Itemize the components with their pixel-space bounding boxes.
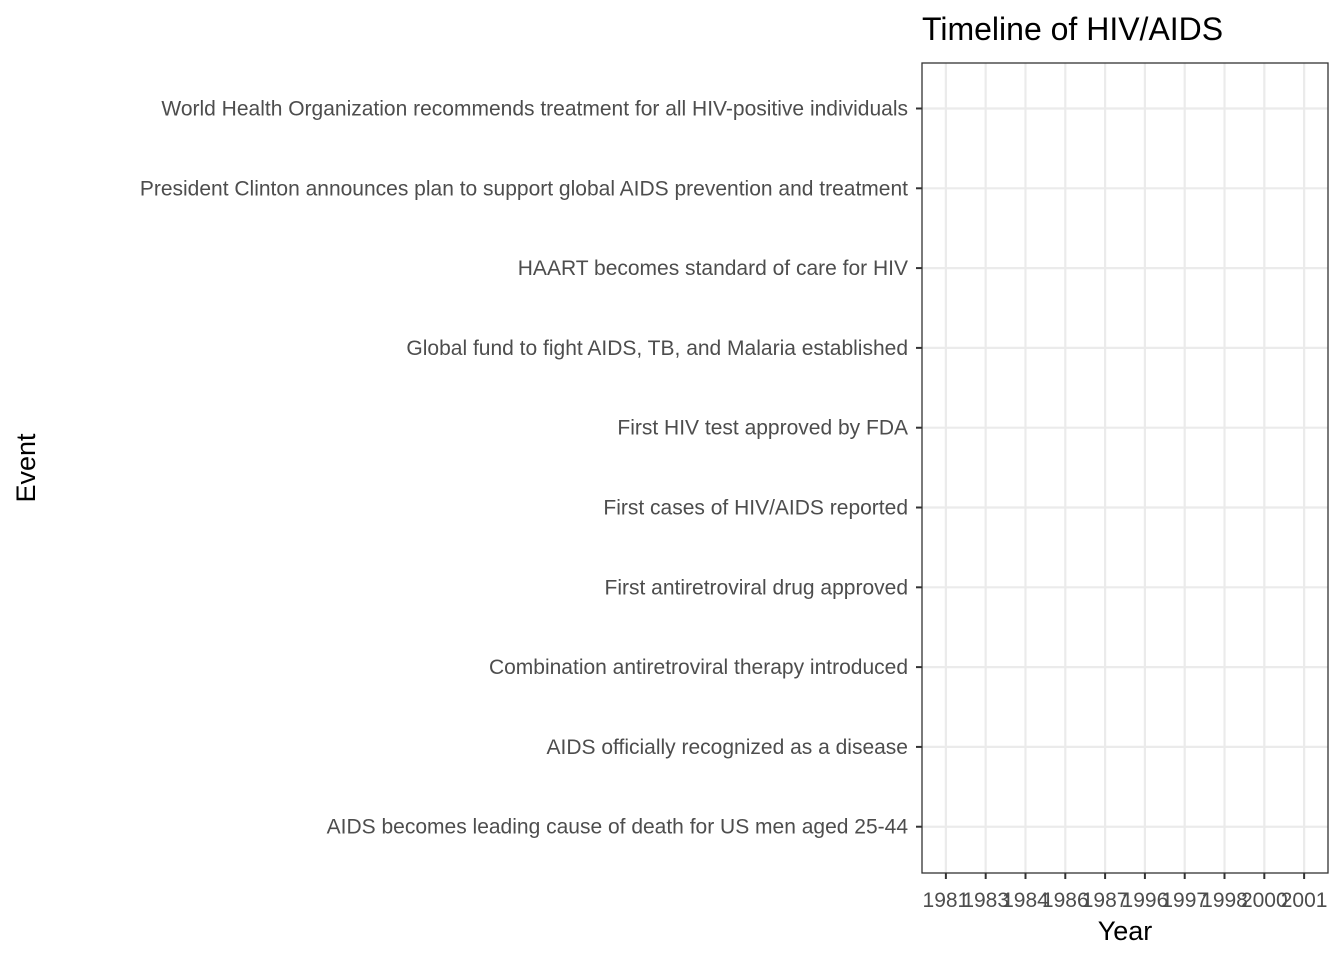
- y-tick-label: Global fund to fight AIDS, TB, and Malar…: [406, 337, 908, 360]
- y-tick-label: President Clinton announces plan to supp…: [140, 177, 908, 200]
- y-tick-label: First HIV test approved by FDA: [617, 417, 908, 440]
- x-tick-label: 1986: [1042, 889, 1089, 912]
- x-axis-title: Year: [1098, 916, 1153, 946]
- x-tick-label: 1997: [1161, 889, 1208, 912]
- x-tick-label: 2000: [1241, 889, 1288, 912]
- x-tick-label: 1998: [1201, 889, 1248, 912]
- x-tick-label: 1981: [923, 889, 970, 912]
- chart-title: Timeline of HIV/AIDS: [922, 11, 1223, 47]
- x-tick-label: 1984: [1002, 889, 1049, 912]
- x-tick-label: 2001: [1281, 889, 1328, 912]
- x-tick-label: 1996: [1122, 889, 1169, 912]
- x-tick-label: 1987: [1082, 889, 1129, 912]
- y-axis: AIDS becomes leading cause of death for …: [140, 97, 922, 839]
- y-tick-label: HAART becomes standard of care for HIV: [518, 257, 908, 280]
- y-tick-label: AIDS officially recognized as a disease: [547, 736, 908, 759]
- y-tick-label: World Health Organization recommends tre…: [161, 97, 908, 120]
- y-tick-label: First antiretroviral drug approved: [605, 576, 908, 599]
- y-tick-label: AIDS becomes leading cause of death for …: [327, 816, 909, 839]
- x-tick-label: 1983: [962, 889, 1009, 912]
- y-axis-title: Event: [11, 433, 41, 503]
- grid-lines: [922, 63, 1328, 873]
- plot-panel-border: [921, 62, 1329, 874]
- y-tick-label: First cases of HIV/AIDS reported: [603, 497, 908, 520]
- y-tick-label: Combination antiretroviral therapy intro…: [489, 656, 908, 679]
